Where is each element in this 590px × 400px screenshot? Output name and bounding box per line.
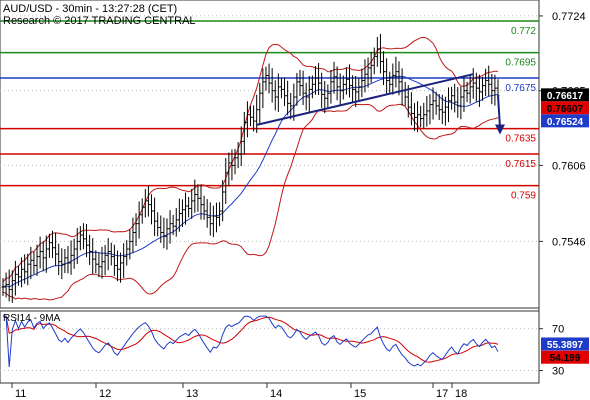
price-tag-box [541, 88, 589, 102]
trend-group [256, 73, 505, 135]
rsi-tag-label: 54.199 [550, 353, 581, 364]
rsi-tick-label: 70 [552, 324, 564, 336]
price-tags: 0.76617 0.76607 0.76524 [541, 88, 589, 128]
time-axis: 11 12 13 14 15 17 18 [11, 383, 467, 400]
rsi-tag-box [541, 337, 589, 351]
rsi-tag-label: 55.3897 [547, 340, 584, 351]
trend-line [256, 73, 474, 126]
lower-band [2, 103, 499, 301]
time-tick-label: 11 [15, 388, 26, 400]
levels-group: 0.772 0.7695 0.7675 0.7635 0.7615 0.759 [0, 20, 539, 202]
rsi-group: 70 30 55.3897 54.199 [0, 315, 589, 378]
research-credit: Research © 2017 TRADING CENTRAL [3, 15, 196, 27]
time-tick-label: 17 [436, 388, 448, 400]
rsi-panel [0, 310, 540, 384]
rsi-line [3, 315, 499, 368]
level-label: 0.7615 [505, 159, 536, 170]
moving-average [2, 75, 499, 288]
level-label: 0.772 [511, 26, 536, 37]
forecast-arrow-shaft [497, 95, 501, 128]
chart-title: AUD/USD - 30min - 13:27:28 (CET) [3, 3, 177, 15]
level-label: 0.7695 [505, 58, 536, 69]
price-tick-label: 0.7724 [552, 11, 586, 23]
rsi-tag-box [541, 350, 589, 364]
time-tick-label: 18 [455, 388, 467, 400]
price-tag-box [541, 114, 589, 128]
price-tag-box [541, 101, 589, 115]
forecast-arrow-head [495, 124, 505, 135]
time-tick-label: 13 [186, 388, 198, 400]
rsi-title: RSI14 - 9MA [3, 313, 61, 324]
time-tick-label: 15 [354, 388, 366, 400]
price-tick-label: 0.7606 [552, 160, 586, 172]
price-bars [1, 33, 500, 303]
level-label: 0.7675 [505, 83, 536, 94]
bollinger-bands [2, 36, 499, 301]
upper-band [2, 36, 499, 283]
price-tag-label: 0.76607 [547, 104, 584, 115]
price-tag-label: 0.76617 [547, 91, 584, 102]
time-tick-label: 12 [99, 388, 111, 400]
rsi-tick-label: 30 [552, 366, 564, 378]
level-label: 0.7635 [505, 134, 536, 145]
price-tick-label: 0.7546 [552, 236, 586, 248]
price-tag-label: 0.76524 [547, 117, 584, 128]
time-tick-label: 14 [270, 388, 282, 400]
level-label: 0.759 [511, 191, 536, 202]
